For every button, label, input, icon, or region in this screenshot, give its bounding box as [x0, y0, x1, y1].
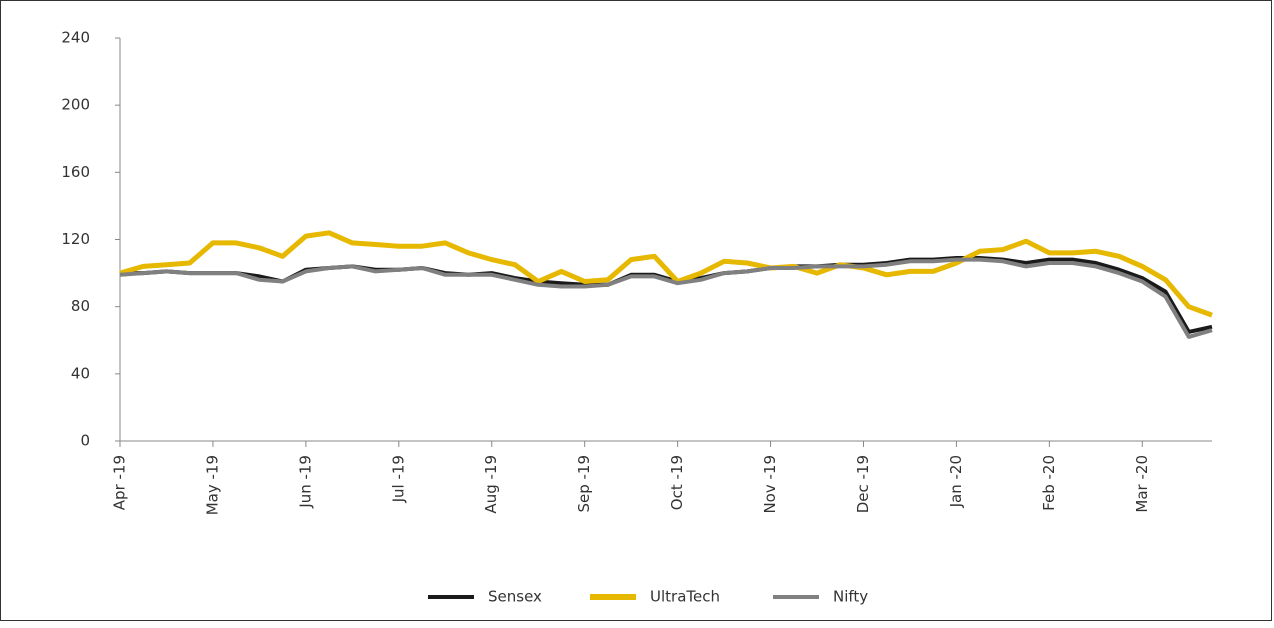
- y-tick-label: 240: [61, 29, 90, 47]
- x-tick-label: Nov -19: [761, 455, 779, 514]
- x-tick-label: Sep -19: [575, 455, 593, 513]
- y-tick-label: 0: [80, 432, 90, 450]
- y-tick-label: 160: [61, 163, 90, 181]
- y-tick-label: 80: [71, 297, 90, 315]
- x-tick-label: Feb -20: [1040, 455, 1058, 511]
- legend-label: Sensex: [488, 588, 542, 606]
- series-line: [119, 257, 1213, 339]
- x-tick-label: Aug -19: [482, 455, 500, 514]
- y-tick-label: 120: [61, 230, 90, 248]
- x-tick-label: Mar -20: [1133, 455, 1151, 513]
- x-tick-label: Jan -20: [947, 455, 965, 508]
- legend-label: UltraTech: [650, 588, 720, 606]
- y-tick-label: 200: [61, 96, 90, 114]
- y-tick-label: 40: [71, 364, 90, 382]
- legend-label: Nifty: [833, 588, 868, 606]
- series-line: [119, 230, 1213, 318]
- x-tick-label: Jul -19: [389, 455, 407, 503]
- x-tick-label: May -19: [203, 455, 221, 515]
- x-tick-label: Oct -19: [668, 455, 686, 510]
- x-tick-label: Jun -19: [296, 455, 314, 509]
- x-tick-label: Apr -19: [111, 455, 129, 510]
- x-tick-label: Dec -19: [854, 455, 872, 513]
